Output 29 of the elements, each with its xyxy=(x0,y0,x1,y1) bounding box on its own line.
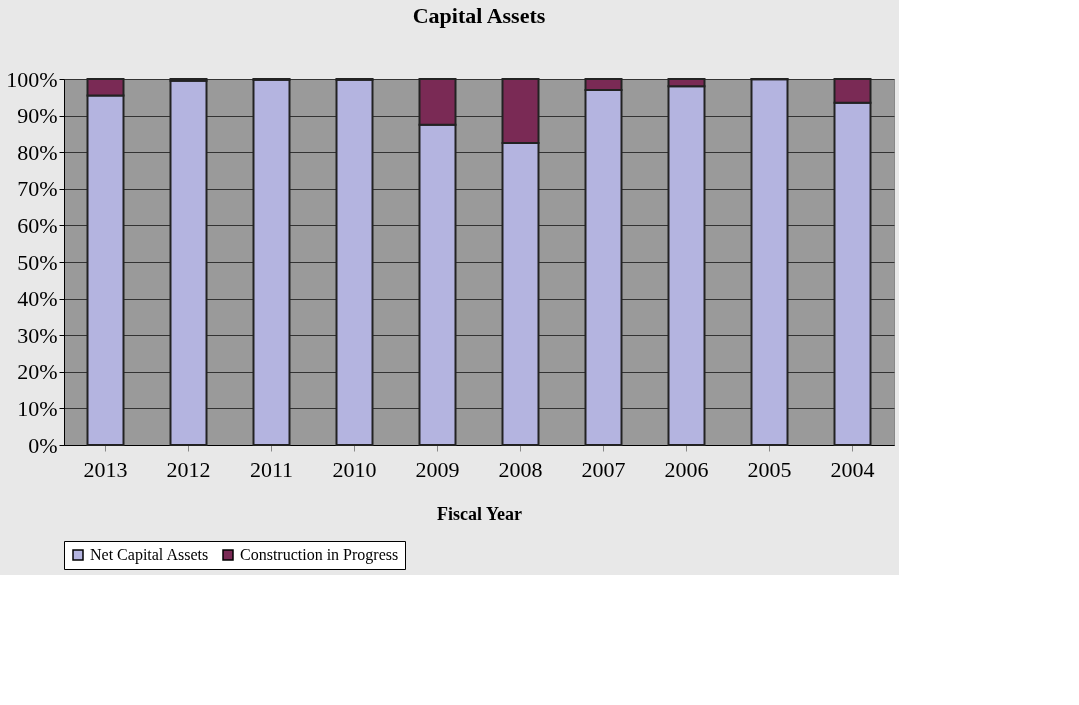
y-tick-label: 60% xyxy=(17,212,58,238)
x-tick-label: 2011 xyxy=(249,456,294,482)
x-tick-label: 2006 xyxy=(664,456,709,482)
y-tick-label: 100% xyxy=(6,66,58,92)
y-tick-label: 30% xyxy=(17,322,58,348)
bar xyxy=(335,78,374,446)
y-tick-label: 90% xyxy=(17,103,58,129)
x-axis-title: Fiscal Year xyxy=(437,503,522,524)
x-tick-label: 2012 xyxy=(166,456,211,482)
bar xyxy=(169,79,208,446)
x-tick-label: 2010 xyxy=(332,456,377,482)
legend-label: Net Capital Assets xyxy=(90,546,209,564)
y-tick-label: 70% xyxy=(17,176,58,202)
x-tick-label: 2008 xyxy=(498,456,543,482)
y-tick-label: 20% xyxy=(17,359,58,385)
y-tick-label: 10% xyxy=(17,395,58,421)
y-tick-label: 40% xyxy=(17,286,58,312)
bar xyxy=(252,78,291,446)
y-tick-label: 50% xyxy=(17,249,58,275)
x-tick-label: 2009 xyxy=(415,456,460,482)
legend-label: Construction in Progress xyxy=(240,546,399,564)
x-tick-label: 2013 xyxy=(83,456,128,482)
x-tick-label: 2007 xyxy=(581,456,626,482)
x-tick-label: 2004 xyxy=(830,456,875,482)
chart-title: Capital Assets xyxy=(412,3,546,28)
y-tick-label: 80% xyxy=(17,139,58,165)
y-tick-label: 0% xyxy=(28,432,58,458)
x-tick-label: 2005 xyxy=(747,456,792,482)
bar xyxy=(750,78,789,446)
